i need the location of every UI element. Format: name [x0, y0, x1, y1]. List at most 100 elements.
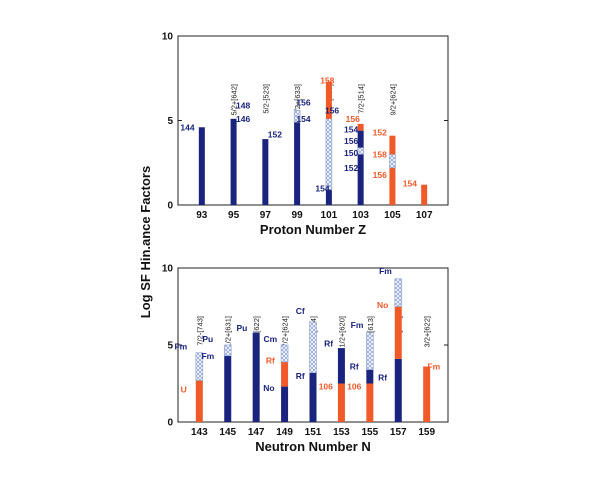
- bar-annotation: Fm: [201, 351, 214, 361]
- bar-segment-hatch: [325, 118, 333, 191]
- bar-annotation: 106: [347, 382, 361, 392]
- bar-annotation: Rf: [378, 372, 387, 382]
- bar-annotation: 154: [344, 124, 358, 134]
- bar-segment-red: [325, 81, 332, 119]
- bar-segment-red: [337, 383, 345, 422]
- bar-annotation: 146: [236, 114, 250, 124]
- y-axis-title: Log SF Hin.ance Factors: [138, 166, 153, 318]
- bar-segment-hatch: [389, 154, 396, 169]
- nilsson-config-label: 9/2+[624]: [388, 84, 397, 116]
- bar-annotation: Cf: [296, 306, 305, 316]
- x-axis-title: Neutron Number N: [255, 439, 371, 454]
- y-tick-label: 5: [167, 341, 173, 352]
- bar-segment-red: [366, 383, 374, 422]
- bar-segment-blue: [294, 122, 301, 205]
- x-tick-label: 149: [276, 427, 293, 438]
- bar-annotation: 156: [346, 114, 360, 124]
- bar-segment-blue: [357, 154, 364, 205]
- x-axis-title: Proton Number Z: [260, 222, 366, 237]
- x-tick-label: 147: [248, 427, 265, 438]
- nilsson-config-label: 3/2+[622]: [423, 316, 432, 348]
- x-tick-label: 145: [219, 427, 236, 438]
- x-tick-label: 103: [352, 210, 369, 221]
- bar-annotation: 154: [403, 178, 417, 188]
- nilsson-config-label: 1/2+[631]: [224, 316, 233, 348]
- bar-annotation: Pu: [237, 323, 248, 333]
- y-tick-label: 10: [162, 32, 174, 43]
- bar-segment-blue: [224, 355, 232, 422]
- x-tick-label: 155: [361, 427, 378, 438]
- y-tick-label: 0: [167, 201, 173, 212]
- bar-segment-hatch: [366, 332, 374, 370]
- bar-annotation: Fm: [379, 266, 392, 276]
- bar-annotation: 158: [373, 150, 387, 160]
- bar-segment-blue: [309, 372, 317, 422]
- bar-segment-hatch: [195, 352, 204, 381]
- bar-segment-hatch: [309, 321, 317, 374]
- bar-annotation: Rf: [324, 339, 333, 349]
- bar-segment-blue: [262, 139, 269, 205]
- bar-annotation: 148: [236, 101, 250, 111]
- bar-segment-hatch: [223, 344, 232, 357]
- nilsson-config-label: 7/2+[633]: [293, 84, 302, 116]
- bar-segment-blue: [366, 369, 374, 384]
- bar-segment-hatch: [280, 344, 289, 363]
- bar-annotation: Rf: [266, 355, 275, 365]
- bar-segment-red: [423, 366, 431, 422]
- bar-annotation: 106: [319, 382, 333, 392]
- x-tick-label: 95: [228, 210, 240, 221]
- bar-annotation: 158: [320, 75, 334, 85]
- bar-segment-blue: [394, 358, 402, 422]
- x-tick-label: 105: [384, 210, 401, 221]
- bar-annotation: 152: [344, 163, 358, 173]
- bar-annotation: 144: [180, 123, 194, 133]
- nilsson-config-label: 1/2+[620]: [337, 316, 346, 348]
- bar-annotation: 154: [296, 114, 310, 124]
- bar-annotation: 152: [268, 129, 282, 139]
- panel-proton: 0 5 10 93 95 97 99 101 103 105 107 Proton Number Z 5…: [162, 32, 449, 237]
- panel-neutron: 0 5 10 143 145 147 149 151 153 155 157 159 Neutron N…: [162, 264, 449, 454]
- bar-annotation: 152: [373, 128, 387, 138]
- x-tick-label: 99: [292, 210, 304, 221]
- bar-segment-red: [281, 361, 289, 387]
- bar-segment-hatch: [394, 278, 403, 307]
- bar-segment-blue: [325, 189, 332, 205]
- bar-annotation: U: [181, 385, 187, 395]
- x-tick-label: 153: [333, 427, 350, 438]
- x-tick-label: 143: [191, 427, 208, 438]
- bar-segment-blue: [198, 127, 205, 205]
- bar-segment-blue: [337, 348, 345, 384]
- bar-annotation: 156: [296, 97, 310, 107]
- bar-annotation: Cm: [264, 334, 278, 344]
- nilsson-config-label: 7/2-[514]: [357, 84, 366, 114]
- nilsson-config-label: 7/2+[613]: [366, 316, 375, 348]
- nilsson-config-label: 7/2+[624]: [281, 316, 290, 348]
- bar-annotation: Pu: [202, 334, 213, 344]
- bar-segment-hatch: [293, 110, 301, 123]
- nilsson-config-label: 5/2-[523]: [261, 84, 270, 114]
- bar-annotation: Fm: [174, 342, 187, 352]
- bar-annotation: 154: [315, 183, 329, 193]
- bar-annotation: Rf: [350, 362, 359, 372]
- y-tick-label: 5: [167, 116, 173, 127]
- nilsson-config-label: 5/2+[642]: [230, 84, 239, 116]
- bar-segment-blue: [230, 118, 237, 205]
- bar-segment-red: [421, 184, 428, 205]
- bar-annotation: 156: [325, 106, 339, 116]
- y-tick-label: 0: [167, 418, 173, 429]
- bar-segment-red: [195, 380, 203, 422]
- y-tick-label: 10: [162, 264, 174, 275]
- bar-annotation: No: [263, 383, 274, 393]
- bar-segment-blue: [252, 332, 260, 422]
- bar-annotation: 156: [373, 170, 387, 180]
- bar-segment-red: [394, 306, 402, 359]
- bar-segment-hatch: [357, 147, 364, 155]
- x-tick-label: 97: [260, 210, 272, 221]
- nilsson-config-label: 7/2-[743]: [195, 316, 204, 346]
- x-tick-label: 101: [321, 210, 338, 221]
- x-tick-label: 107: [416, 210, 433, 221]
- bar-annotation: Fm: [351, 320, 364, 330]
- bar-annotation: Fm: [427, 362, 440, 372]
- bar-annotation: No: [377, 300, 388, 310]
